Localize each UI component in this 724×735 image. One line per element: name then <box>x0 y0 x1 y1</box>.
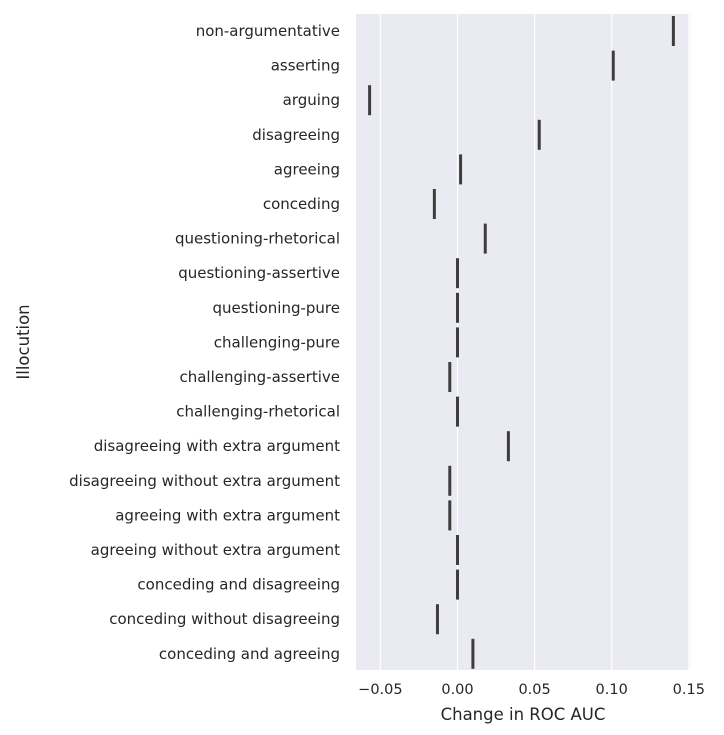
x-tick-label: 0.05 <box>518 682 550 698</box>
y-tick-label: non-argumentative <box>196 22 340 40</box>
plot-area <box>356 14 690 670</box>
y-tick-label: challenging-pure <box>214 333 340 351</box>
y-tick-label: arguing <box>283 91 340 109</box>
x-tick-label: −0.05 <box>358 682 402 698</box>
y-axis-label: Illocution <box>14 304 33 379</box>
y-tick-label: agreeing <box>274 160 340 178</box>
y-tick-label: questioning-assertive <box>178 264 340 282</box>
y-tick-label: agreeing without extra argument <box>91 541 340 559</box>
y-tick-label: agreeing with extra argument <box>115 506 340 524</box>
y-tick-label: challenging-rhetorical <box>176 403 340 421</box>
y-tick-label: disagreeing with extra argument <box>94 437 340 455</box>
y-tick-label: questioning-pure <box>212 299 340 317</box>
x-tick-label: 0.15 <box>673 682 705 698</box>
y-tick-label: conceding and disagreeing <box>137 576 340 594</box>
y-tick-labels: non-argumentative asserting arguing disagre… <box>69 22 340 663</box>
y-tick-label: conceding without disagreeing <box>109 610 340 628</box>
data-marks <box>368 16 675 669</box>
x-tick-labels: −0.05 0.00 0.05 0.10 0.15 <box>358 682 705 698</box>
y-tick-label: disagreeing without extra argument <box>69 472 340 490</box>
y-tick-label: conceding and agreeing <box>159 645 340 663</box>
y-tick-label: asserting <box>271 57 340 75</box>
x-tick-label: 0.10 <box>596 682 628 698</box>
y-tick-label: challenging-assertive <box>179 368 340 386</box>
y-tick-label: conceding <box>263 195 340 213</box>
y-tick-label: questioning-rhetorical <box>175 230 340 248</box>
y-tick-label: disagreeing <box>252 126 340 144</box>
x-axis-label: Change in ROC AUC <box>441 705 606 724</box>
x-tick-label: 0.00 <box>441 682 473 698</box>
